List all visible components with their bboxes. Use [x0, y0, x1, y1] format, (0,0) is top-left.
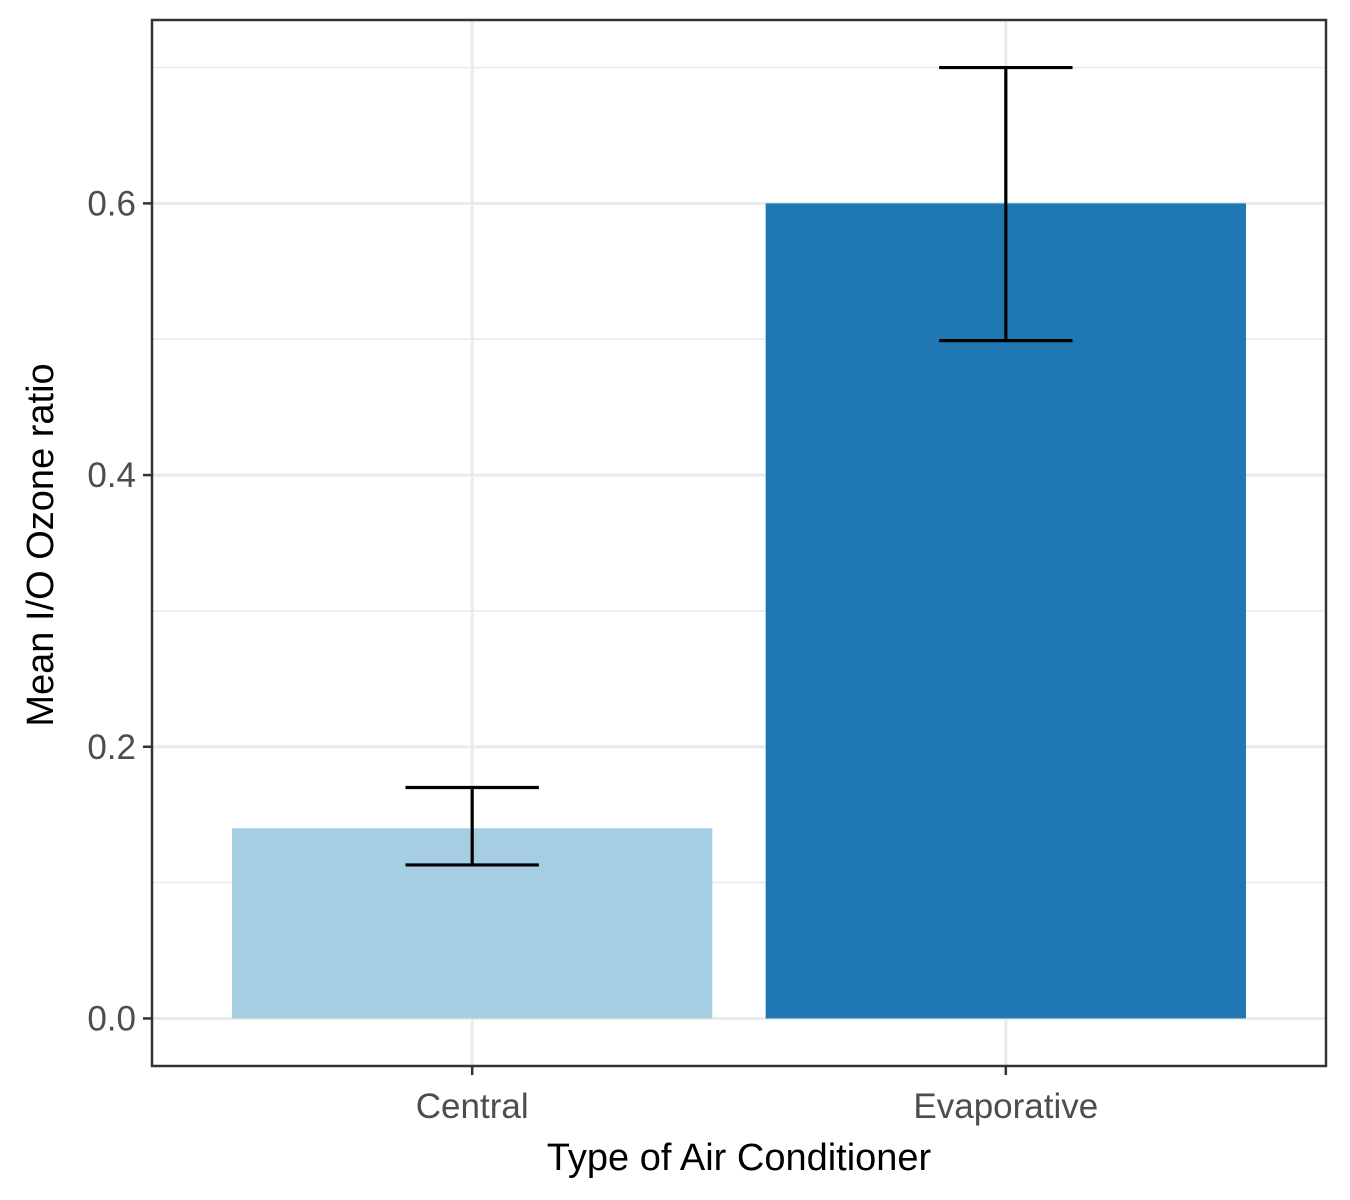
y-axis: 0.0 0.2 0.4 0.6 [87, 184, 152, 1038]
y-tick-label: 0.4 [87, 456, 136, 495]
bars [232, 203, 1246, 1019]
x-axis-title: Type of Air Conditioner [547, 1137, 932, 1179]
panel-border [150, 18, 1328, 1068]
x-tick-label: Central [416, 1087, 529, 1126]
errorbar-central [405, 785, 539, 867]
y-axis-title: Mean I/O Ozone ratio [20, 363, 62, 726]
y-tick-label: 0.2 [87, 728, 136, 767]
x-axis: Central Evaporative [416, 1066, 1098, 1126]
x-tick-label: Evaporative [913, 1087, 1098, 1126]
errorbar-evaporative [939, 65, 1073, 343]
y-tick-label: 0.6 [87, 184, 136, 223]
error-bars [405, 65, 1073, 867]
y-tick-label: 0.0 [87, 999, 136, 1038]
